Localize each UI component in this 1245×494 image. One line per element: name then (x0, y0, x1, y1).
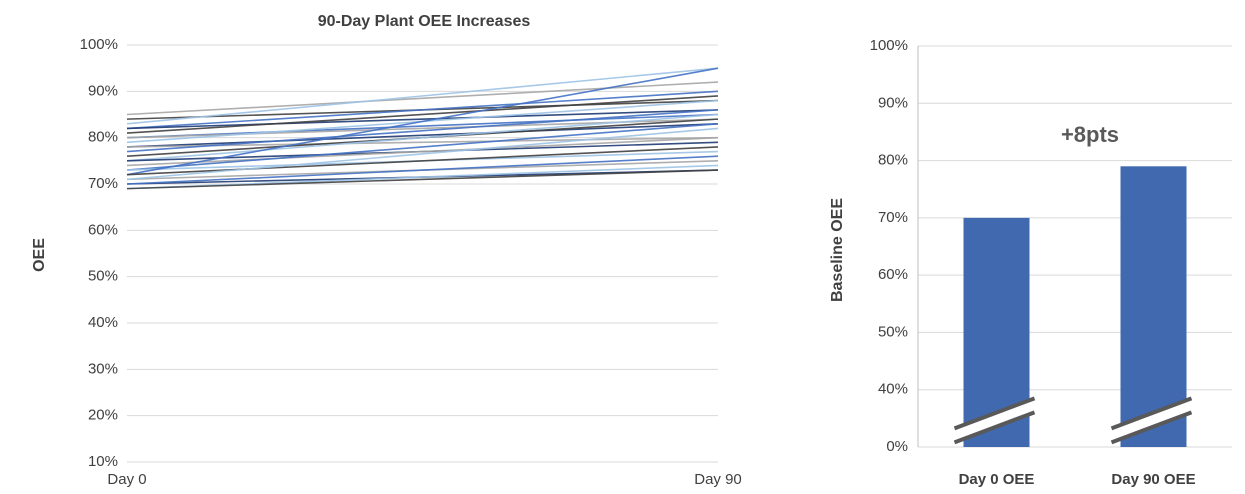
series-line (126, 90, 719, 130)
y-tick-label: 90% (88, 82, 118, 99)
y-tick-label: 0% (886, 438, 908, 455)
axis-break-line (1110, 396, 1193, 431)
series-line (126, 169, 719, 190)
y-tick-label: 100% (870, 37, 908, 54)
bar (1120, 166, 1187, 448)
series-line (126, 127, 719, 181)
y-tick-label: 50% (878, 323, 908, 340)
series-line (126, 109, 719, 153)
y-tick-label: 30% (88, 360, 118, 377)
series-line (126, 122, 719, 171)
x-tick-label: Day 90 OEE (1111, 471, 1195, 488)
series-line (126, 67, 719, 125)
annotation: +8pts (1061, 122, 1119, 147)
y-tick-label: 90% (878, 94, 908, 111)
series-line (126, 155, 719, 185)
axis-break-line (1110, 410, 1193, 445)
series-line (126, 122, 719, 148)
x-tick-label: Day 0 (107, 471, 146, 488)
y-tick-label: 70% (88, 175, 118, 192)
y-tick-label: 80% (878, 152, 908, 169)
axis-break-line (953, 396, 1036, 431)
chart-title: 90-Day Plant OEE Increases (318, 13, 531, 30)
y-tick-label: 20% (88, 407, 118, 424)
y-tick-label: 60% (88, 221, 118, 238)
y-tick-label: 60% (878, 266, 908, 283)
axis-break-line (953, 410, 1036, 445)
series-line (126, 113, 719, 162)
axis-break (1111, 398, 1192, 443)
series-line (126, 81, 719, 116)
series-line (126, 109, 719, 130)
y-tick-label: 70% (878, 209, 908, 226)
y-tick-label: 40% (88, 314, 118, 331)
x-tick-label: Day 0 OEE (959, 471, 1035, 488)
series-line (126, 67, 719, 176)
series-line (126, 95, 719, 134)
y-tick-label: 80% (88, 129, 118, 146)
axis-break (954, 398, 1035, 443)
x-tick-label: Day 90 (694, 471, 742, 488)
y-axis-title: OEE (31, 238, 48, 272)
y-tick-label: 10% (88, 453, 118, 470)
y-tick-label: 50% (88, 268, 118, 285)
y-tick-label: 100% (80, 36, 118, 53)
y-axis-title: Baseline OEE (829, 198, 846, 302)
series-line (126, 136, 719, 167)
y-tick-label: 40% (878, 381, 908, 398)
